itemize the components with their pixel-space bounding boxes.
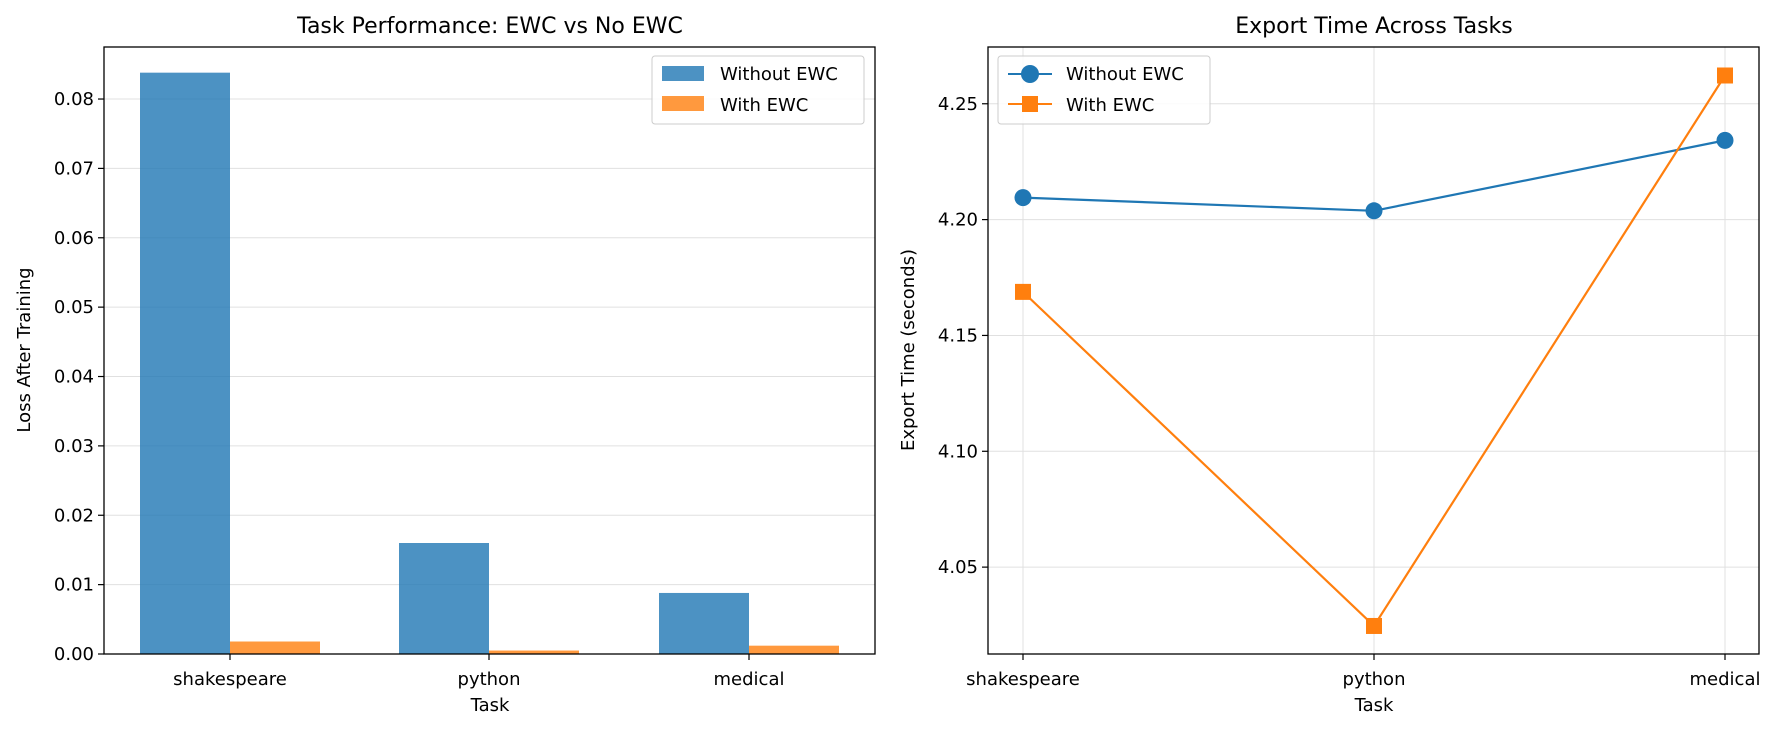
left-chart-title: Task Performance: EWC vs No EWC <box>296 14 683 39</box>
right-legend-marker-square <box>1022 96 1038 112</box>
left-y-tick-label: 0.05 <box>54 297 94 318</box>
point-without-ewc-medical <box>1716 131 1734 149</box>
bar-with-ewc-python <box>489 650 579 654</box>
left-x-axis-label: Task <box>470 695 510 716</box>
right-legend-label-without-ewc: Without EWC <box>1066 64 1184 85</box>
point-with-ewc-medical <box>1717 67 1733 84</box>
left-bars <box>140 72 839 655</box>
left-legend-box <box>651 55 865 125</box>
right-legend-marker-circle <box>1021 65 1039 83</box>
bar-with-ewc-medical <box>749 645 839 654</box>
left-y-tick-label: 0.07 <box>54 158 94 179</box>
right-lines <box>1014 67 1734 634</box>
point-without-ewc-shakespeare <box>1014 189 1032 207</box>
left-y-tick-label: 0.03 <box>54 436 94 457</box>
point-with-ewc-python <box>1366 617 1382 634</box>
point-with-ewc-shakespeare <box>1015 283 1031 300</box>
right-chart-title: Export Time Across Tasks <box>1235 14 1512 39</box>
left-x-tick-label: shakespeare <box>173 669 287 690</box>
right-y-axis: 4.05 4.10 4.15 4.20 4.25 <box>938 94 988 578</box>
right-y-tick-label: 4.20 <box>938 210 978 231</box>
left-legend-label-with-ewc: With EWC <box>720 95 808 116</box>
left-y-tick-label: 0.04 <box>54 367 94 388</box>
bar-without-ewc-medical <box>659 592 749 654</box>
right-y-tick-label: 4.05 <box>938 557 978 578</box>
right-gridlines <box>988 47 1759 654</box>
right-x-tick-label: shakespeare <box>966 669 1080 690</box>
left-y-axis-label: Loss After Training <box>14 267 35 432</box>
bar-without-ewc-python <box>399 543 489 654</box>
right-legend-label-with-ewc: With EWC <box>1066 95 1154 116</box>
left-y-tick-label: 0.00 <box>54 644 94 665</box>
left-legend-label-without-ewc: Without EWC <box>720 64 838 85</box>
right-x-tick-label: python <box>1343 669 1406 690</box>
right-legend: Without EWC With EWC <box>997 55 1211 125</box>
right-chart-line: Export Time Across Tasks 4.05 4.10 4.15 4.2… <box>898 14 1760 716</box>
left-x-tick-label: python <box>458 669 521 690</box>
right-y-tick-label: 4.25 <box>938 94 978 115</box>
left-legend: Without EWC With EWC <box>651 55 865 125</box>
right-x-axis-label: Task <box>1354 695 1394 716</box>
left-legend-swatch-without-ewc <box>662 66 704 81</box>
bar-without-ewc-shakespeare <box>140 72 230 655</box>
right-y-tick-label: 4.15 <box>938 325 978 346</box>
left-chart-bar: Task Performance: EWC vs No EWC 0.00 0.01… <box>14 14 876 716</box>
left-legend-swatch-with-ewc <box>662 96 704 111</box>
right-x-tick-label: medical <box>1690 669 1761 690</box>
right-y-axis-label: Export Time (seconds) <box>898 249 919 451</box>
left-x-axis: shakespeare python medical <box>173 654 784 690</box>
right-x-axis: shakespeare python medical <box>966 654 1760 690</box>
point-without-ewc-python <box>1365 202 1383 220</box>
left-gridlines <box>104 98 875 655</box>
bar-with-ewc-shakespeare <box>230 641 320 654</box>
left-y-tick-label: 0.08 <box>54 89 94 110</box>
right-y-tick-label: 4.10 <box>938 441 978 462</box>
left-y-tick-label: 0.02 <box>54 505 94 526</box>
left-y-tick-label: 0.01 <box>54 575 94 596</box>
left-y-axis: 0.00 0.01 0.02 0.03 0.04 0.05 0.06 0.07 0.08 <box>54 89 104 665</box>
left-y-tick-label: 0.06 <box>54 228 94 249</box>
left-x-tick-label: medical <box>714 669 785 690</box>
